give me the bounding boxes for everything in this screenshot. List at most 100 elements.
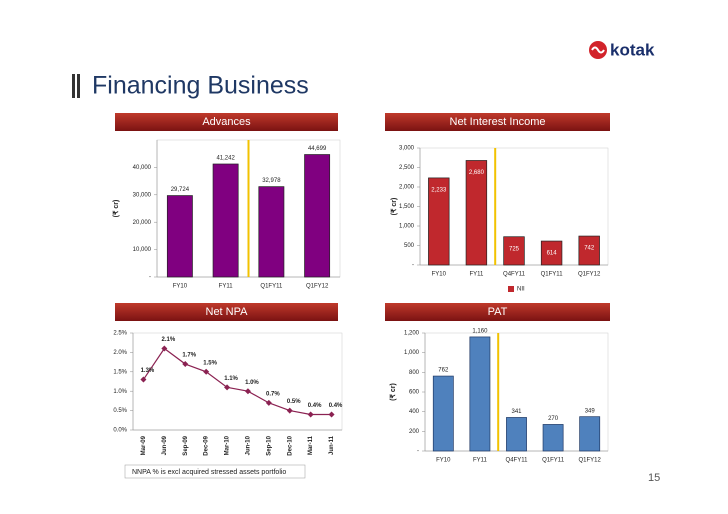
y-tick-label: 1.0%: [113, 389, 127, 395]
title-bar: [72, 74, 75, 98]
page-number: 15: [648, 472, 660, 484]
y-tick-label: 200: [409, 429, 420, 435]
y-tick-label: 30,000: [133, 192, 152, 198]
x-tick-label: Mar-09: [141, 435, 147, 455]
y-tick-label: 400: [409, 409, 420, 415]
y-tick-label: -: [417, 449, 419, 455]
x-tick-label: Mar-11: [308, 435, 314, 455]
data-label: 41,242: [216, 156, 235, 162]
y-tick-label: 800: [409, 370, 420, 376]
y-axis-label: (₹ cr): [390, 198, 398, 216]
data-label: 762: [438, 368, 449, 374]
chart-header: [115, 113, 338, 131]
bar: [258, 186, 285, 278]
x-tick-label: Q1FY12: [578, 272, 601, 278]
legend-label: NII: [517, 287, 525, 293]
data-label: 742: [584, 246, 595, 252]
x-tick-label: Q1FY12: [579, 458, 602, 464]
marker: [182, 361, 189, 368]
data-label: 1.1%: [224, 376, 238, 382]
x-tick-label: Jun-09: [162, 435, 168, 455]
title-bar: [77, 74, 80, 98]
chart-header: [385, 113, 610, 131]
data-label: 2.1%: [162, 337, 176, 343]
x-tick-label: FY11: [469, 272, 484, 278]
legend-swatch: [508, 286, 514, 292]
x-tick-label: Sep-09: [183, 435, 189, 455]
x-tick-label: Mar-10: [225, 435, 231, 455]
bar: [540, 240, 563, 266]
x-tick-label: Jun-10: [246, 435, 252, 455]
x-tick-label: FY10: [173, 284, 188, 290]
data-label: 341: [511, 409, 522, 415]
x-tick-label: Q4FY11: [506, 458, 529, 464]
data-label: 2,680: [469, 170, 485, 176]
line: [142, 347, 332, 416]
marker: [244, 388, 251, 395]
marker: [224, 384, 231, 391]
bar: [465, 160, 488, 266]
footnote-box: [124, 464, 306, 479]
footnote: NNPA % is excl acquired stressed assets …: [132, 469, 286, 476]
y-tick-label: 1,000: [404, 350, 420, 356]
data-label: 349: [585, 408, 596, 414]
y-tick-label: 20,000: [133, 220, 152, 226]
bar: [428, 177, 450, 266]
y-tick-label: 0.0%: [113, 428, 127, 434]
bar: [578, 235, 600, 266]
y-tick-label: 40,000: [133, 165, 152, 171]
x-tick-label: Jun-11: [329, 435, 335, 455]
y-tick-label: -: [149, 275, 151, 281]
data-label: 1.3%: [141, 368, 155, 374]
chart-title: Advances: [202, 116, 251, 128]
data-label: 0.4%: [308, 403, 322, 409]
marker: [161, 345, 168, 352]
data-label: 29,724: [171, 187, 190, 193]
bar: [579, 416, 601, 452]
bar: [166, 195, 193, 278]
data-label: 0.4%: [329, 403, 343, 409]
x-tick-label: Dec-09: [204, 435, 210, 455]
slide-title: Financing Business: [92, 72, 309, 100]
marker: [203, 368, 210, 375]
x-tick-label: FY11: [219, 284, 234, 290]
y-axis-label: (₹ cr): [389, 383, 397, 401]
y-tick-label: 2,500: [399, 165, 415, 171]
data-label: 1,160: [472, 329, 488, 335]
chart-title: Net NPA: [206, 306, 249, 318]
bar: [432, 375, 454, 452]
x-tick-label: Q4FY11: [503, 272, 526, 278]
chart-header: [115, 303, 338, 321]
data-label: 1.5%: [203, 360, 217, 366]
data-label: 614: [547, 251, 558, 257]
data-label: 1.0%: [245, 380, 259, 386]
data-label: 0.5%: [287, 399, 301, 405]
marker: [286, 407, 293, 414]
marker: [265, 399, 272, 406]
x-tick-label: Q1FY12: [306, 284, 329, 290]
x-tick-label: Dec-10: [287, 435, 293, 455]
bar: [506, 417, 527, 452]
bar: [304, 154, 331, 278]
x-tick-label: Q1FY11: [260, 284, 283, 290]
logo-text: kotak: [610, 40, 655, 59]
bar: [503, 236, 525, 266]
x-tick-label: Q1FY11: [541, 272, 564, 278]
data-label: 0.7%: [266, 391, 280, 397]
y-tick-label: 10,000: [133, 247, 152, 253]
y-tick-label: 2,000: [399, 185, 415, 191]
x-tick-label: Q1FY11: [542, 458, 565, 464]
x-tick-label: FY10: [432, 272, 447, 278]
bar: [212, 163, 239, 278]
y-tick-label: -: [412, 263, 414, 269]
bar: [469, 336, 491, 452]
y-axis-label: (₹ cr): [112, 200, 120, 218]
chart-title: Net Interest Income: [450, 116, 546, 128]
y-tick-label: 600: [409, 390, 420, 396]
data-label: 270: [548, 416, 559, 422]
data-label: 44,699: [308, 146, 327, 152]
chart-title: PAT: [488, 306, 508, 318]
x-tick-label: FY11: [473, 458, 488, 464]
marker: [140, 376, 147, 383]
